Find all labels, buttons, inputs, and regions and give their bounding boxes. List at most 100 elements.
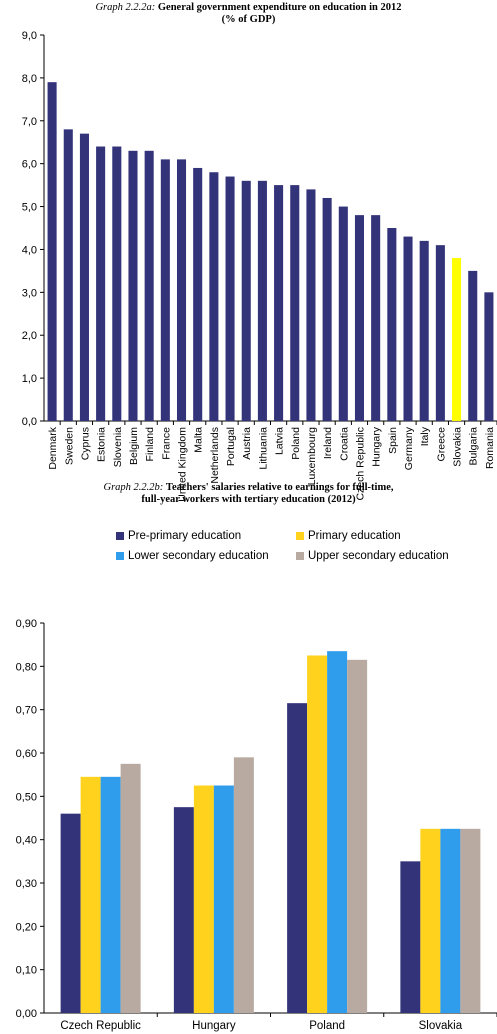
chart-b-y-tick-label: 0,70 — [16, 705, 37, 717]
chart-a-y-tick-label: 8,0 — [22, 73, 37, 85]
legend-item-lower-secondary: Lower secondary education — [116, 550, 269, 562]
x-label-ireland: Ireland — [322, 427, 334, 459]
chart-b-title: Graph 2.2.2b: Teachers' salaries relativ… — [0, 482, 497, 506]
chart-a-expenditure: 0,0 1,0 2,0 3,0 4,0 5,0 6,0 7,0 8,0 9,0 Denmark Swe… — [22, 30, 497, 502]
x-label-romania: Romania — [484, 427, 496, 469]
bar-luxembourg — [306, 189, 316, 421]
x-label-cyprus: Cyprus — [79, 427, 91, 460]
chart-b-y-tick-label: 0,00 — [16, 1008, 37, 1020]
bar-slovakia — [452, 258, 462, 421]
legend-item-pre-primary: Pre-primary education — [116, 530, 241, 542]
chart-b-y-tick-label: 0,80 — [16, 661, 37, 673]
bar-belgium — [128, 150, 138, 422]
x-label-germany: Germany — [403, 426, 415, 470]
chart-b-y-tick-label: 0,20 — [16, 921, 37, 933]
chart-a-y-tick-label: 0,0 — [22, 416, 37, 428]
legend-label-lower-secondary: Lower secondary education — [128, 550, 269, 562]
chart-b-y-tick-label: 0,60 — [16, 748, 37, 760]
bar-sweden — [63, 129, 73, 421]
bar-slovakia-primary-education — [420, 828, 441, 1013]
bar-czech-republic-upper-secondary-education — [120, 763, 141, 1013]
x-label-poland: Poland — [290, 427, 302, 460]
bar-croatia — [338, 206, 348, 421]
bar-united-kingdom — [176, 159, 187, 421]
chart-a-title-main: General government expenditure on educat… — [157, 2, 402, 13]
bar-romania — [484, 292, 494, 421]
x-label-france: France — [160, 427, 172, 460]
chart-b-y-tick-label: 0,30 — [16, 878, 37, 890]
x-label-portugal: Portugal — [225, 427, 237, 466]
bar-czech-republic-lower-secondary-education — [100, 776, 121, 1013]
x-label-estonia: Estonia — [96, 427, 108, 462]
x-label-latvia: Latvia — [274, 427, 286, 455]
legend-label-pre-primary: Pre-primary education — [128, 530, 242, 542]
chart-a-y-tick-label: 4,0 — [22, 244, 37, 256]
x-label-croatia: Croatia — [338, 427, 350, 461]
bar-denmark — [47, 82, 57, 421]
chart-a-y-tick-label: 3,0 — [22, 287, 37, 299]
bar-malta — [193, 167, 203, 421]
x-label-spain: Spain — [387, 427, 399, 454]
x-label-italy: Italy — [419, 426, 431, 446]
x-label-slovenia: Slovenia — [112, 427, 124, 467]
legend-swatch-pre-primary — [116, 532, 124, 540]
x-label-austria: Austria — [241, 427, 253, 460]
x-label-denmark: Denmark — [47, 426, 59, 469]
bar-poland-primary-education — [307, 655, 328, 1013]
legend-item-upper-secondary: Upper secondary education — [296, 550, 449, 562]
bar-hungary-pre-primary-education — [173, 807, 194, 1013]
bar-bulgaria — [468, 270, 478, 421]
bar-hungary-upper-secondary-education — [233, 757, 254, 1013]
bar-germany — [403, 236, 413, 421]
bar-spain — [387, 228, 397, 421]
chart-b-title-prefix: Graph 2.2.2b: — [103, 482, 164, 493]
bar-lithuania — [257, 180, 267, 421]
x-label-lithuania: Lithuania — [257, 427, 269, 470]
bar-france — [160, 159, 170, 421]
bar-czech-republic-pre-primary-education — [60, 813, 81, 1013]
bar-poland-lower-secondary-education — [327, 651, 348, 1013]
x-label-czech-republic: Czech Republic — [354, 427, 366, 501]
x-label-hungary: Hungary — [192, 1020, 236, 1032]
legend-swatch-upper-secondary — [296, 552, 304, 560]
bar-italy — [419, 240, 429, 421]
x-label-poland: Poland — [309, 1020, 345, 1032]
chart-b-title-main: Teachers' salaries relative to earnings … — [165, 482, 394, 493]
x-label-sweden: Sweden — [63, 427, 75, 465]
chart-a-title-line2: (% of GDP) — [221, 14, 276, 25]
x-label-bulgaria: Bulgaria — [468, 427, 480, 466]
bar-hungary — [371, 215, 381, 421]
x-label-belgium: Belgium — [128, 427, 140, 465]
chart-a-y-tick-label: 7,0 — [22, 116, 37, 128]
bar-finland — [144, 150, 154, 422]
x-label-luxembourg: Luxembourg — [306, 427, 318, 486]
chart-a-title-prefix: Graph 2.2.2a: — [95, 2, 156, 13]
x-label-united-kingdom: United Kingdom — [177, 427, 189, 502]
bar-austria — [241, 180, 251, 421]
x-label-czech-republic: Czech Republic — [60, 1020, 141, 1032]
x-label-slovakia: Slovakia — [419, 1020, 463, 1032]
chart-a-title: Graph 2.2.2a: General government expendi… — [0, 2, 497, 26]
bar-poland-upper-secondary-education — [347, 659, 368, 1013]
bar-cyprus — [79, 133, 89, 421]
x-label-netherlands: Netherlands — [209, 427, 221, 484]
legend-item-primary: Primary education — [296, 530, 401, 542]
x-label-greece: Greece — [435, 427, 447, 462]
bar-czech-republic — [354, 215, 365, 421]
bar-hungary-primary-education — [193, 785, 214, 1013]
x-label-slovakia: Slovakia — [452, 427, 464, 467]
chart-b-title-line2: full-year workers with tertiary educatio… — [141, 494, 356, 505]
chart-a-y-tick-label: 6,0 — [22, 159, 37, 171]
x-label-malta: Malta — [193, 427, 205, 453]
bar-czech-republic-primary-education — [80, 776, 101, 1013]
bar-portugal — [225, 176, 235, 421]
bar-slovenia — [112, 146, 122, 421]
bar-slovakia-upper-secondary-education — [460, 828, 481, 1013]
x-label-finland: Finland — [144, 427, 156, 462]
chart-b-y-tick-label: 0,40 — [16, 835, 37, 847]
bar-slovakia-pre-primary-education — [400, 861, 421, 1013]
chart-a-y-tick-label: 1,0 — [22, 373, 37, 385]
chart-b-y-tick-label: 0,10 — [16, 965, 37, 977]
legend-swatch-primary — [296, 532, 304, 540]
